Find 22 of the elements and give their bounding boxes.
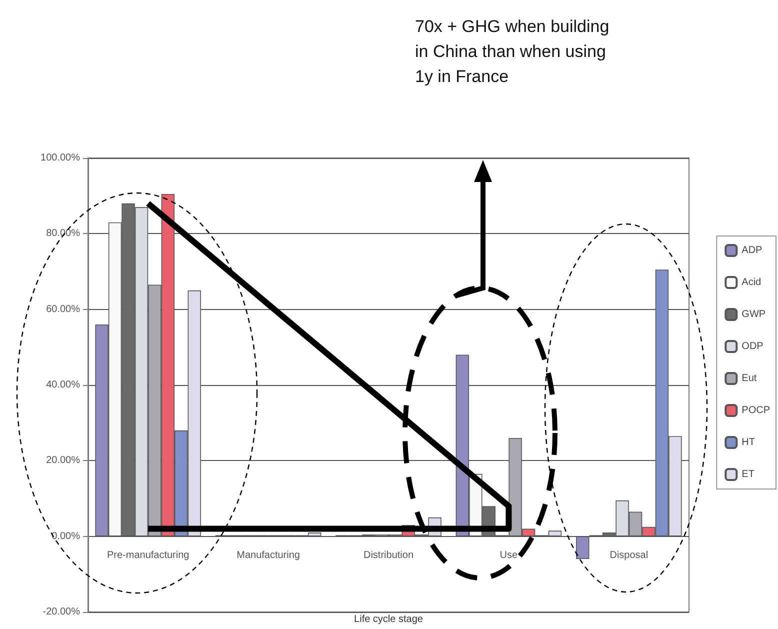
x-tick-label: Distribution: [363, 550, 414, 561]
legend-label: GWP: [742, 309, 766, 320]
y-tick-label: 60.00%: [46, 304, 80, 315]
y-tick-label: -20.00%: [42, 606, 80, 618]
y-tick-label: 80.00%: [46, 228, 80, 240]
legend-label: HT: [742, 437, 756, 448]
legend-label: Eut: [742, 373, 757, 384]
x-tick-label: Pre-manufacturing: [106, 550, 190, 561]
y-tick-label: 100.00%: [40, 152, 80, 164]
legend-label: Acid: [742, 277, 762, 288]
x-axis-title: Life cycle stage: [353, 614, 424, 625]
legend-label: ADP: [742, 245, 763, 256]
x-tick-label: Use: [500, 550, 518, 561]
x-tick-label: Manufacturing: [236, 550, 300, 561]
legend-label: POCP: [742, 405, 770, 416]
y-tick-label: 20.00%: [46, 455, 80, 466]
legend-label: ODP: [742, 341, 764, 352]
y-tick-label: 0.00%: [52, 530, 80, 542]
x-tick-label: Disposal: [610, 550, 648, 561]
y-tick-label: 40.00%: [46, 380, 80, 390]
text: 70x + GHG when building in China than when using 1y in France: [415, 16, 610, 88]
legend-label: ET: [742, 469, 754, 480]
